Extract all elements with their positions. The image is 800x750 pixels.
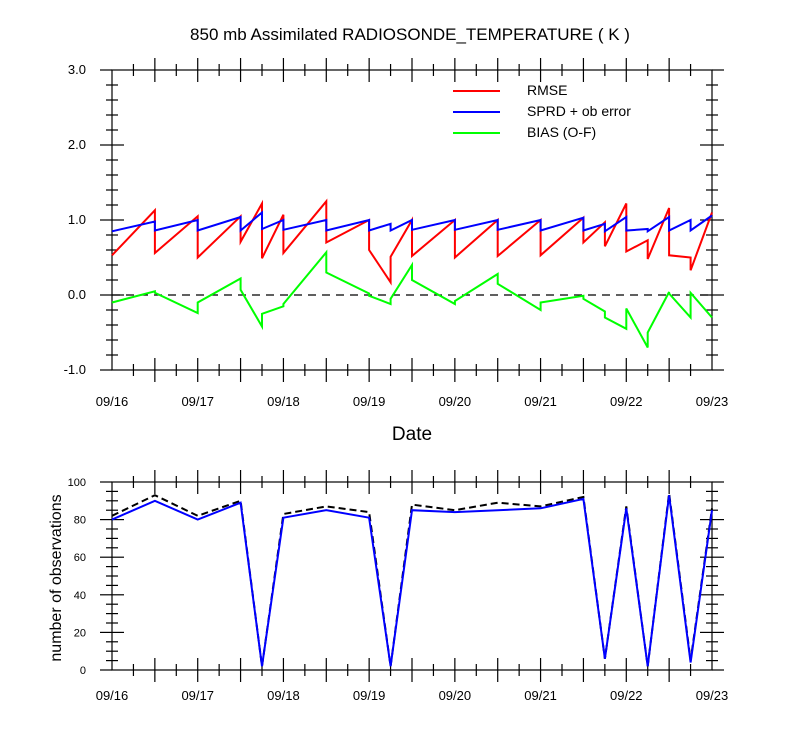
- top-series-sprd-ob-error: [111, 210, 713, 234]
- bottom-x-tick-label: 09/17: [181, 688, 214, 703]
- bottom-axis-ticks: [100, 470, 724, 682]
- bottom-x-tick-label: 09/21: [524, 688, 557, 703]
- legend-label-rmse: RMSE: [527, 82, 567, 98]
- bottom-x-tick-label: 09/19: [353, 688, 386, 703]
- bottom-y-tick-label: 0: [80, 665, 86, 677]
- top-series-bias-o-f: [111, 249, 713, 348]
- chart-title: 850 mb Assimilated RADIOSONDE_TEMPERATUR…: [190, 25, 630, 44]
- bottom-y-tick-labels: 0 20 40 60 80 100: [68, 477, 86, 677]
- top-x-tick-label: 09/16: [96, 394, 129, 409]
- top-y-tick-labels: -1.0 0.0 1.0 2.0 3.0: [64, 62, 86, 377]
- bottom-series-assimilated: [111, 495, 713, 667]
- top-series-group: [111, 198, 713, 348]
- bottom-y-tick-label: 40: [74, 590, 86, 602]
- bottom-x-tick-label: 09/16: [96, 688, 129, 703]
- top-x-tick-label: 09/17: [181, 394, 214, 409]
- bottom-series-available: [111, 493, 713, 667]
- top-x-tick-label: 09/18: [267, 394, 300, 409]
- top-x-tick-label: 09/19: [353, 394, 386, 409]
- top-y-tick-label: 3.0: [68, 62, 86, 77]
- top-x-tick-label: 09/23: [696, 394, 729, 409]
- bottom-x-tick-label: 09/20: [439, 688, 472, 703]
- y-axis-label: number of observations: [48, 494, 65, 661]
- top-chart-panel: 850 mb Assimilated RADIOSONDE_TEMPERATUR…: [64, 25, 729, 445]
- top-x-tick-labels: 09/16 09/17 09/18 09/19 09/20 09/21 09/22 09/23: [96, 394, 729, 409]
- top-series-rmse: [111, 198, 713, 286]
- top-x-tick-label: 09/21: [524, 394, 557, 409]
- top-x-tick-label: 09/22: [610, 394, 643, 409]
- legend-label-sprd-ob-error: SPRD + ob error: [527, 103, 631, 119]
- bottom-x-tick-label: 09/22: [610, 688, 643, 703]
- top-y-tick-label: 0.0: [68, 287, 86, 302]
- top-y-tick-label: 2.0: [68, 137, 86, 152]
- bottom-series-group: [111, 493, 713, 667]
- top-x-tick-label: 09/20: [439, 394, 472, 409]
- bottom-y-tick-label: 100: [68, 477, 86, 489]
- bottom-y-tick-label: 80: [74, 515, 86, 527]
- legend-label-bias-o-f: BIAS (O-F): [527, 124, 596, 140]
- bottom-y-tick-label: 60: [74, 552, 86, 564]
- bottom-x-tick-labels: 09/16 09/17 09/18 09/19 09/20 09/21 09/22 09/23: [96, 688, 729, 703]
- bottom-y-tick-label: 20: [74, 627, 86, 639]
- x-axis-label: Date: [392, 424, 432, 445]
- top-y-tick-label: 1.0: [68, 212, 86, 227]
- legend: RMSE SPRD + ob error BIAS (O-F): [453, 82, 631, 140]
- top-y-tick-label: -1.0: [64, 362, 86, 377]
- bottom-x-tick-label: 09/18: [267, 688, 300, 703]
- bottom-x-tick-label: 09/23: [696, 688, 729, 703]
